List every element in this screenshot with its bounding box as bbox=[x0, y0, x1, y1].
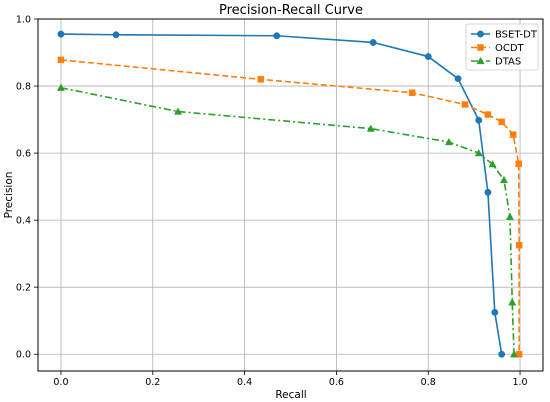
data-point bbox=[454, 75, 462, 83]
grid-lines bbox=[38, 18, 543, 371]
series-line bbox=[60, 86, 515, 355]
data-point bbox=[461, 101, 469, 108]
data-point bbox=[444, 137, 453, 146]
x-tick-label: 0.4 bbox=[237, 377, 252, 388]
x-tick-label: 0.8 bbox=[421, 377, 436, 388]
data-point bbox=[508, 298, 517, 306]
legend: BSET-DT OCDT DTAS bbox=[465, 23, 539, 71]
series-ocdt bbox=[57, 56, 523, 358]
data-point bbox=[484, 111, 492, 118]
data-point bbox=[505, 212, 514, 220]
plot-frame bbox=[37, 18, 544, 372]
series-line bbox=[60, 59, 520, 355]
legend-entry: BSET-DT bbox=[471, 30, 538, 41]
series-bset-dt bbox=[57, 30, 506, 358]
data-point bbox=[488, 160, 497, 168]
data-point bbox=[515, 242, 523, 249]
data-point bbox=[499, 175, 509, 184]
y-tick-label: 0.8 bbox=[16, 82, 31, 93]
series-dtas bbox=[56, 83, 519, 358]
x-tick-label: 0.0 bbox=[53, 377, 68, 388]
x-tick-label: 0.2 bbox=[145, 377, 160, 388]
y-tick-label: 0.4 bbox=[16, 216, 31, 227]
data-point bbox=[369, 39, 377, 46]
data-point bbox=[57, 30, 65, 38]
legend-marker bbox=[476, 56, 485, 65]
data-point bbox=[474, 148, 483, 157]
legend-entry: OCDT bbox=[471, 43, 525, 54]
data-point bbox=[408, 89, 416, 97]
data-point bbox=[273, 32, 281, 40]
data-point bbox=[498, 118, 505, 126]
y-tick-label: 1.0 bbox=[16, 15, 31, 26]
legend-label: DTAS bbox=[495, 57, 521, 68]
data-point bbox=[366, 124, 375, 132]
chart-title: Precision-Recall Curve bbox=[219, 3, 363, 18]
data-point bbox=[173, 107, 183, 115]
legend-marker bbox=[477, 30, 484, 38]
legend-label: OCDT bbox=[495, 43, 525, 54]
data-point bbox=[257, 76, 264, 83]
legend-label: BSET-DT bbox=[495, 30, 538, 41]
data-point bbox=[498, 350, 506, 358]
data-point bbox=[475, 116, 483, 124]
series-layer bbox=[56, 30, 523, 358]
data-point bbox=[491, 308, 499, 316]
x-axis-label: Recall bbox=[275, 389, 306, 401]
data-point bbox=[57, 56, 65, 64]
x-tick-label: 1.0 bbox=[512, 377, 527, 388]
legend-entry: DTAS bbox=[471, 57, 521, 68]
y-tick-label: 0.2 bbox=[16, 283, 31, 294]
y-tick-label: 0.6 bbox=[16, 149, 31, 160]
data-point bbox=[484, 188, 492, 196]
data-point bbox=[510, 350, 519, 358]
legend-box bbox=[465, 23, 539, 71]
data-point bbox=[112, 31, 120, 39]
data-point bbox=[509, 131, 517, 138]
legend-marker bbox=[477, 44, 484, 51]
x-tick-label: 0.6 bbox=[329, 377, 344, 388]
data-point bbox=[424, 53, 432, 60]
y-tick-label: 0.0 bbox=[16, 350, 31, 361]
series-line bbox=[60, 33, 503, 355]
data-point bbox=[515, 160, 522, 168]
axis-ticks: 0.0 0.2 0.4 0.6 0.8 1.0 0.0 0.2 0.4 0.6 0.8 1.0 bbox=[16, 15, 528, 389]
data-point bbox=[56, 83, 65, 91]
y-axis-label: Precision bbox=[3, 172, 15, 219]
